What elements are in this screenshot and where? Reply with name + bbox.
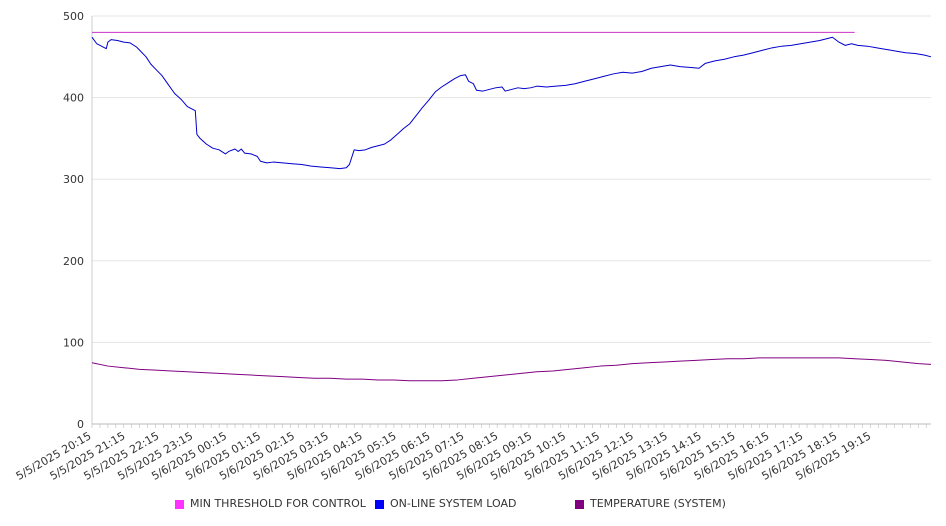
- y-tick-label: 0: [77, 418, 84, 431]
- y-tick-label: 100: [63, 336, 84, 349]
- legend-swatch-temperature: [575, 499, 584, 509]
- legend: MIN THRESHOLD FOR CONTROL ON-LINE SYSTEM…: [0, 497, 946, 515]
- series-lines: [91, 31, 932, 382]
- legend-item-system-load: ON-LINE SYSTEM LOAD: [375, 497, 516, 511]
- y-tick-label: 400: [63, 92, 84, 105]
- legend-label-system-load: ON-LINE SYSTEM LOAD: [390, 497, 517, 510]
- grid-lines: [92, 15, 931, 343]
- axes: [91, 16, 931, 428]
- legend-item-min-threshold: MIN THRESHOLD FOR CONTROL: [175, 497, 366, 511]
- legend-swatch-min-threshold: [175, 499, 184, 509]
- legend-label-min-threshold: MIN THRESHOLD FOR CONTROL: [190, 497, 366, 510]
- y-tick-label: 300: [63, 173, 84, 186]
- legend-label-temperature: TEMPERATURE (SYSTEM): [590, 497, 726, 510]
- legend-swatch-system-load: [375, 499, 384, 509]
- series-line-1: [91, 36, 932, 170]
- legend-item-temperature: TEMPERATURE (SYSTEM): [575, 497, 726, 511]
- x-tick-labels: 5/5/2025 20:155/5/2025 21:155/5/2025 22:…: [14, 429, 873, 483]
- y-tick-label: 500: [63, 10, 84, 23]
- series-line-2: [91, 357, 932, 382]
- y-tick-label: 200: [63, 255, 84, 268]
- y-tick-labels: 0 100 200 300 400 500: [63, 10, 84, 431]
